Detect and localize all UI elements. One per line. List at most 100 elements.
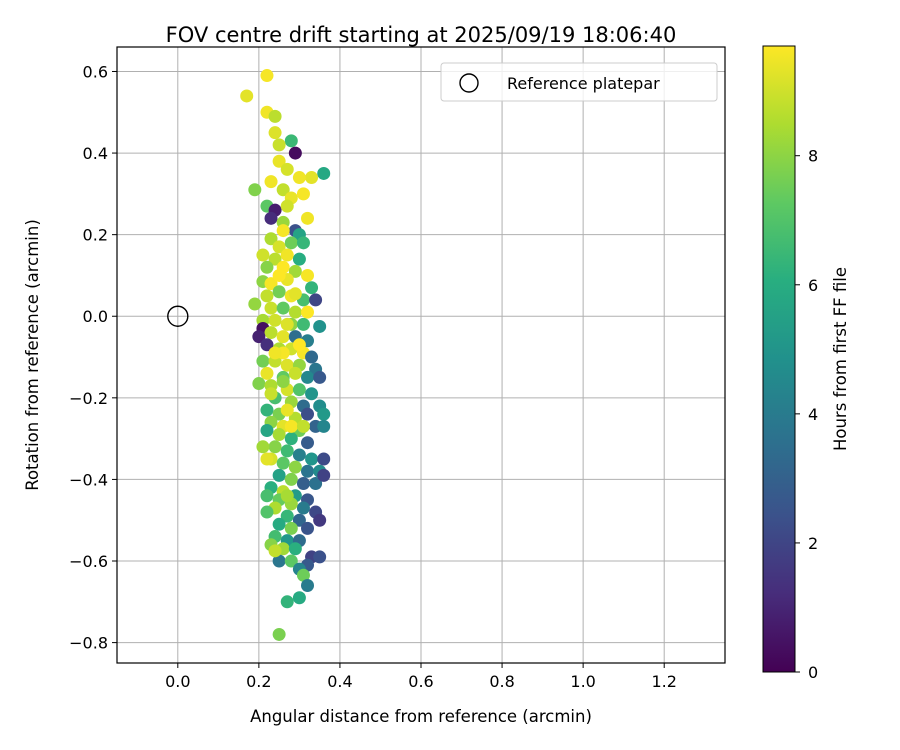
- y-tick-label: 0.2: [83, 226, 108, 245]
- data-point: [288, 305, 302, 319]
- scatter-points: [240, 69, 331, 641]
- data-point: [313, 550, 327, 564]
- data-point: [317, 468, 331, 482]
- data-point: [272, 428, 286, 442]
- data-point: [264, 277, 278, 291]
- data-point: [256, 440, 270, 454]
- data-point: [284, 236, 298, 250]
- data-point: [305, 281, 319, 295]
- data-point: [313, 319, 327, 333]
- data-point: [301, 407, 315, 421]
- data-point: [305, 387, 319, 401]
- data-point: [301, 521, 315, 535]
- data-point: [268, 109, 282, 123]
- data-point: [313, 370, 327, 384]
- data-point: [301, 211, 315, 225]
- data-point: [317, 452, 331, 466]
- data-point: [264, 387, 278, 401]
- data-point: [292, 448, 306, 462]
- colorbar-tick-label: 2: [808, 534, 818, 553]
- reference-platepar-marker: [167, 305, 189, 327]
- data-point: [296, 317, 310, 331]
- data-point: [272, 517, 286, 531]
- y-tick-label: 0.4: [83, 144, 108, 163]
- data-point: [292, 383, 306, 397]
- data-point: [260, 366, 274, 380]
- data-point: [268, 440, 282, 454]
- data-point: [296, 187, 310, 201]
- y-axis-ticks: 0.6 0.4 0.2 0.0 −0.2 −0.4 −0.6 −0.8: [69, 62, 117, 653]
- colorbar: 0 2 4 6 8 Hours from first FF file: [762, 45, 850, 682]
- data-point: [280, 358, 294, 372]
- data-point: [313, 513, 327, 527]
- data-point: [280, 489, 294, 503]
- data-point: [276, 375, 290, 389]
- data-point: [280, 403, 294, 417]
- data-point: [260, 289, 274, 303]
- data-point: [292, 591, 306, 605]
- data-point: [292, 252, 306, 266]
- data-point: [268, 252, 282, 266]
- colorbar-gradient: [762, 45, 796, 673]
- x-tick-label: 0.2: [246, 672, 271, 691]
- data-point: [288, 287, 302, 301]
- data-point: [284, 554, 298, 568]
- data-point: [252, 377, 266, 391]
- x-tick-label: 0.8: [489, 672, 514, 691]
- data-point: [292, 338, 306, 352]
- data-point: [317, 407, 331, 421]
- data-point: [280, 444, 294, 458]
- y-tick-label: 0.0: [83, 307, 108, 326]
- data-point: [301, 436, 315, 450]
- data-point: [260, 423, 274, 437]
- data-point: [248, 297, 262, 311]
- data-point: [260, 452, 274, 466]
- data-point: [272, 268, 286, 282]
- data-point: [240, 89, 254, 103]
- data-point: [248, 183, 262, 197]
- data-point: [276, 224, 290, 238]
- data-point: [305, 171, 319, 185]
- legend: Reference platepar: [440, 62, 718, 102]
- x-axis-ticks: 0.0 0.2 0.4 0.6 0.8 1.0 1.2: [165, 663, 677, 691]
- x-tick-label: 0.6: [408, 672, 433, 691]
- colorbar-tick-label: 4: [808, 405, 818, 424]
- reference-marker: [167, 305, 189, 327]
- x-axis-label: Angular distance from reference (arcmin): [250, 707, 592, 726]
- data-point: [296, 501, 310, 515]
- data-point: [260, 505, 274, 519]
- data-point: [276, 183, 290, 197]
- x-tick-label: 0.4: [327, 672, 352, 691]
- data-point: [264, 326, 278, 340]
- data-point: [268, 313, 282, 327]
- data-point: [280, 162, 294, 176]
- data-point: [268, 544, 282, 558]
- data-point: [284, 521, 298, 535]
- data-point: [272, 240, 286, 254]
- data-point: [272, 627, 286, 641]
- data-point: [264, 211, 278, 225]
- data-point: [309, 293, 323, 307]
- data-point: [301, 305, 315, 319]
- x-tick-label: 0.0: [165, 672, 190, 691]
- data-point: [280, 317, 294, 331]
- chart-title: FOV centre drift starting at 2025/09/19 …: [166, 23, 677, 47]
- data-point: [280, 509, 294, 523]
- data-point: [272, 138, 286, 152]
- data-point: [256, 248, 270, 262]
- data-point: [305, 452, 319, 466]
- data-point: [272, 154, 286, 168]
- data-point: [260, 338, 274, 352]
- data-point: [292, 171, 306, 185]
- data-point: [288, 542, 302, 556]
- x-tick-label: 1.2: [651, 672, 676, 691]
- data-point: [309, 477, 323, 491]
- data-point: [260, 260, 274, 274]
- y-tick-label: −0.4: [69, 470, 108, 489]
- data-point: [317, 166, 331, 180]
- data-point: [260, 489, 274, 503]
- y-axis-label: Rotation from reference (arcmin): [23, 219, 42, 491]
- data-point: [288, 264, 302, 278]
- colorbar-label: Hours from first FF file: [831, 267, 850, 451]
- data-point: [301, 370, 315, 384]
